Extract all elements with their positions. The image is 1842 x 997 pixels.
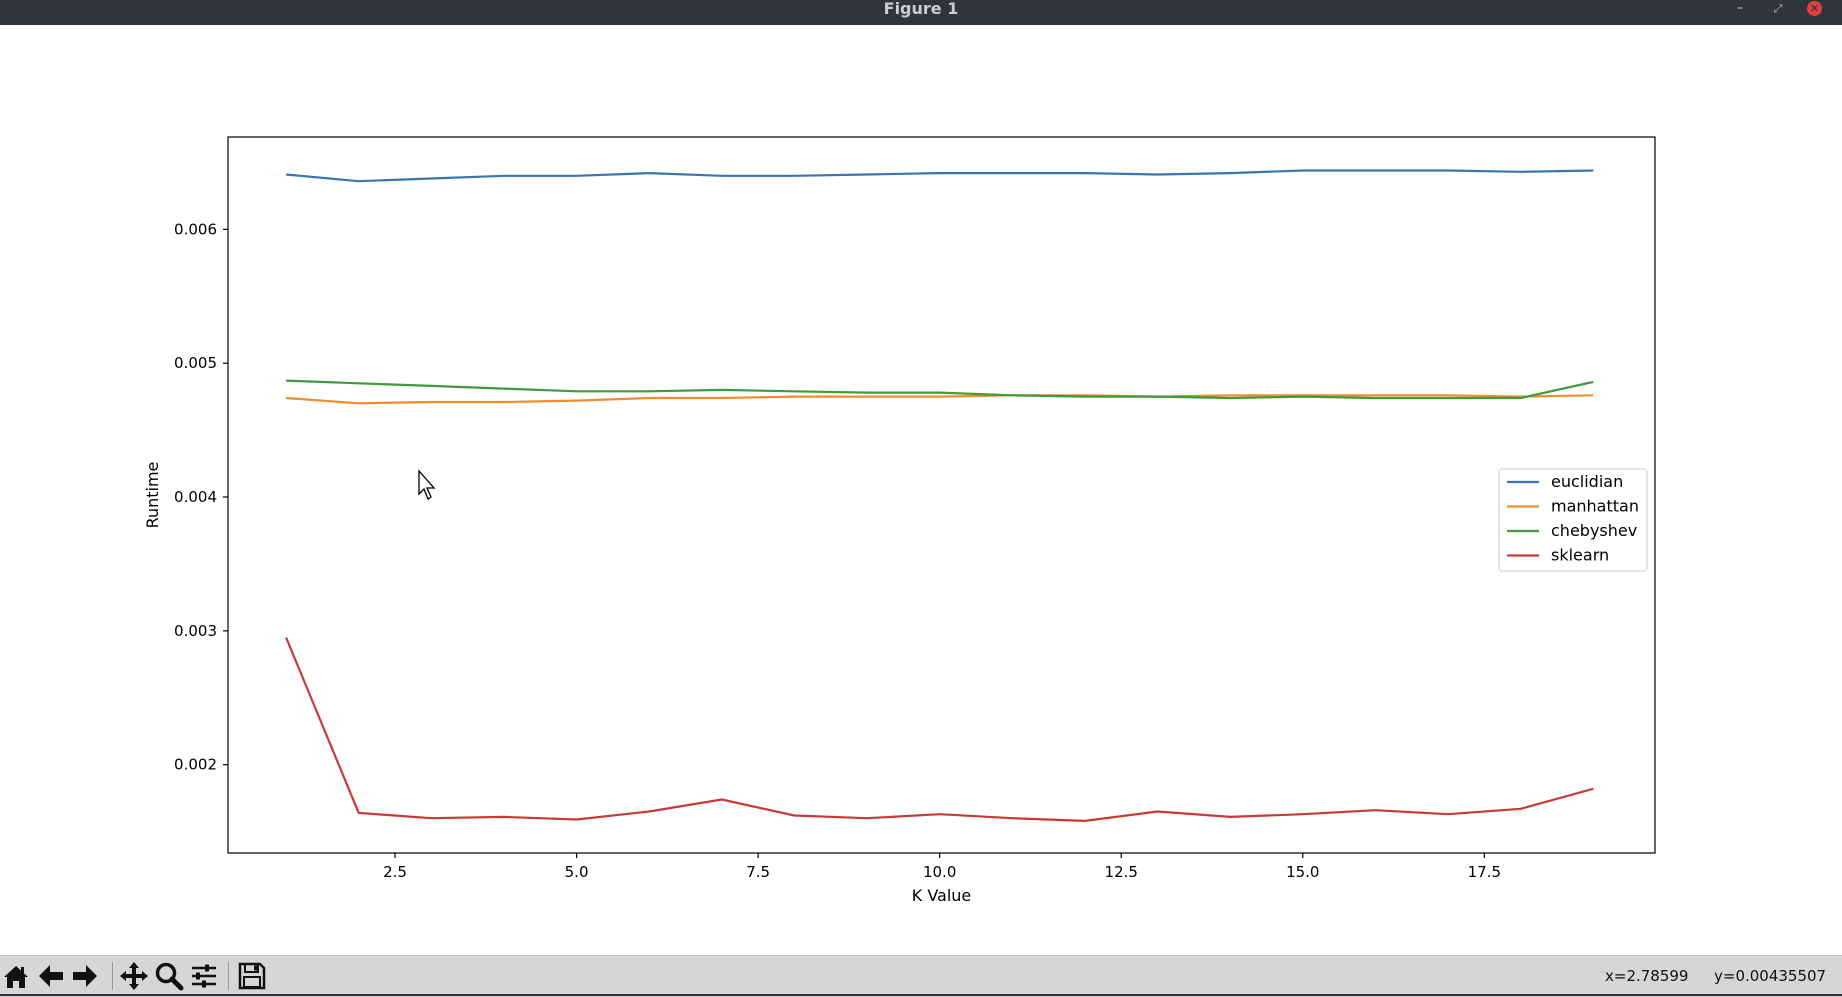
- series-line-euclidian: [285, 169, 1594, 183]
- series-line-chebyshev: [286, 379, 1594, 400]
- cursor-y-readout: y=0.00435507: [1714, 967, 1827, 985]
- title-bar: Figure 1 – ⤢ ✕: [0, 0, 1842, 25]
- close-button[interactable]: ✕: [1807, 1, 1822, 16]
- pan-button[interactable]: [118, 960, 150, 992]
- figure-canvas[interactable]: 2.5 5.0 7.5 10.0 12.5 15.0 17.5 0.002 0.003 0.004…: [0, 25, 1840, 955]
- forward-button[interactable]: [69, 960, 101, 992]
- zoom-icon: [155, 962, 184, 991]
- pan-icon: [120, 962, 148, 990]
- y-tick-label: 0.004: [174, 488, 217, 506]
- home-button[interactable]: [0, 960, 32, 992]
- cursor-x-readout: x=2.78599: [1605, 967, 1689, 985]
- legend-box: [1498, 468, 1648, 572]
- legend-label-euclidian: euclidian: [1551, 472, 1623, 491]
- y-tick-label: 0.005: [174, 354, 217, 372]
- window-bottom-border: [0, 994, 1842, 996]
- navigation-toolbar: x=2.78599 y=0.00435507: [0, 955, 1842, 997]
- x-tick-label: 10.0: [923, 863, 956, 881]
- legend-label-manhattan: manhattan: [1551, 497, 1639, 516]
- window-title: Figure 1: [883, 0, 959, 18]
- x-tick-label: 12.5: [1105, 863, 1138, 881]
- x-tick-label: 5.0: [565, 863, 589, 881]
- series-line-sklearn: [285, 637, 1594, 823]
- y-tick-label: 0.006: [174, 220, 217, 238]
- y-axis-label: Runtime: [143, 462, 162, 529]
- axes-frame: [227, 136, 1656, 854]
- configure-subplots-icon: [192, 964, 216, 988]
- x-tick-label: 17.5: [1468, 863, 1501, 881]
- line-chart[interactable]: 2.5 5.0 7.5 10.0 12.5 15.0 17.5 0.002 0.003 0.004…: [0, 25, 1840, 955]
- x-tick-label: 2.5: [383, 863, 407, 881]
- configure-subplots-button[interactable]: [188, 960, 220, 992]
- toolbar-separator: [228, 962, 229, 990]
- back-arrow-icon: [39, 965, 63, 987]
- series-line-manhattan: [286, 394, 1594, 405]
- forward-arrow-icon: [73, 965, 97, 987]
- zoom-button[interactable]: [153, 960, 185, 992]
- home-icon: [4, 966, 28, 988]
- x-axis-label: K Value: [912, 886, 972, 905]
- y-tick-label: 0.002: [174, 756, 217, 774]
- toolbar-separator: [112, 962, 113, 990]
- y-tick-label: 0.003: [174, 622, 217, 640]
- minimize-button[interactable]: –: [1736, 0, 1744, 16]
- mouse-pointer-icon: [418, 469, 436, 500]
- back-button[interactable]: [35, 960, 67, 992]
- x-tick-label: 7.5: [746, 863, 770, 881]
- legend: euclidian manhattan chebyshev sklearn: [1498, 468, 1648, 572]
- canvas-edge: [1840, 25, 1842, 955]
- x-tick-label: 15.0: [1286, 863, 1319, 881]
- save-button[interactable]: [236, 960, 268, 992]
- legend-label-sklearn: sklearn: [1551, 546, 1609, 565]
- legend-label-chebyshev: chebyshev: [1551, 521, 1637, 540]
- maximize-button[interactable]: ⤢: [1773, 2, 1783, 15]
- save-icon: [238, 962, 266, 990]
